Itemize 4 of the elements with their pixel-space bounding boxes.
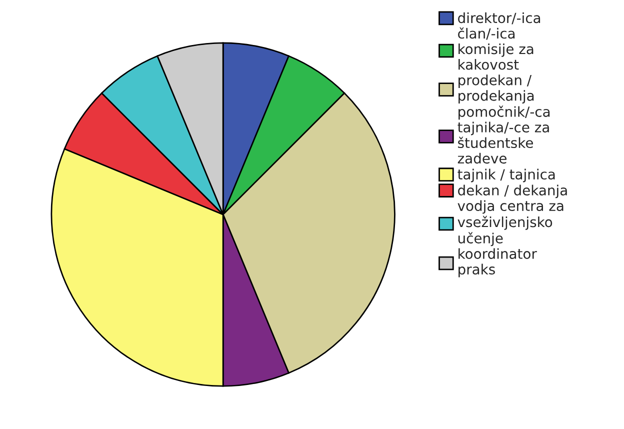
legend-label: dekan / dekanja [458,184,567,198]
legend-label: tajnik / tajnica [458,168,555,182]
legend-label: koordinator praks [458,248,537,278]
legend-label: direktor/-ica [458,12,540,24]
